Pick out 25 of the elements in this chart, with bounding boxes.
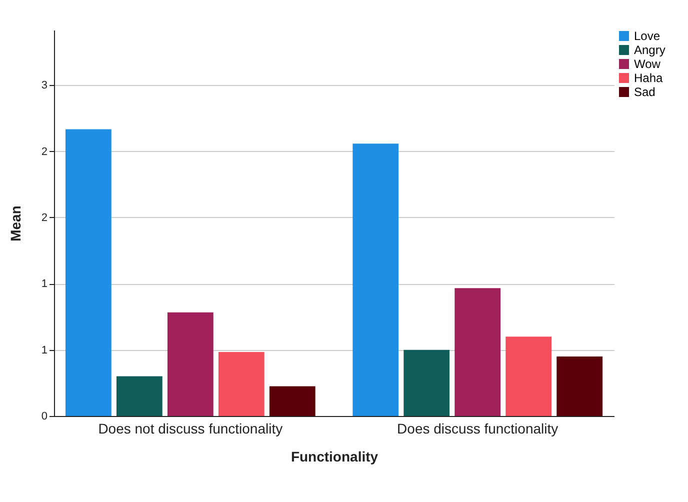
- legend-label: Sad: [634, 85, 656, 99]
- bar: [167, 312, 214, 416]
- bar: [556, 356, 603, 416]
- y-tick-label: 1: [41, 344, 48, 356]
- bar: [116, 376, 162, 416]
- y-axis-title: Mean: [7, 206, 24, 242]
- legend-label: Wow: [634, 57, 661, 71]
- legend-label: Love: [634, 29, 660, 43]
- bar: [352, 144, 399, 416]
- bar: [218, 352, 264, 416]
- y-tick-label: 0: [41, 410, 48, 422]
- y-tick-label: 1: [41, 278, 48, 290]
- bar: [454, 288, 501, 416]
- bar: [506, 336, 552, 416]
- legend-label: Angry: [634, 43, 666, 57]
- y-tick-label: 2: [41, 146, 48, 158]
- x-tick-label: Does not discuss functionality: [98, 420, 283, 436]
- legend-label: Haha: [634, 71, 664, 85]
- x-tick-label: Does discuss functionality: [397, 420, 558, 436]
- bar: [269, 386, 316, 416]
- y-tick-label: 3: [41, 80, 48, 92]
- bar: [65, 129, 112, 416]
- y-tick-label: 2: [41, 212, 48, 224]
- x-axis-title: Functionality: [290, 448, 378, 464]
- bar: [404, 350, 450, 416]
